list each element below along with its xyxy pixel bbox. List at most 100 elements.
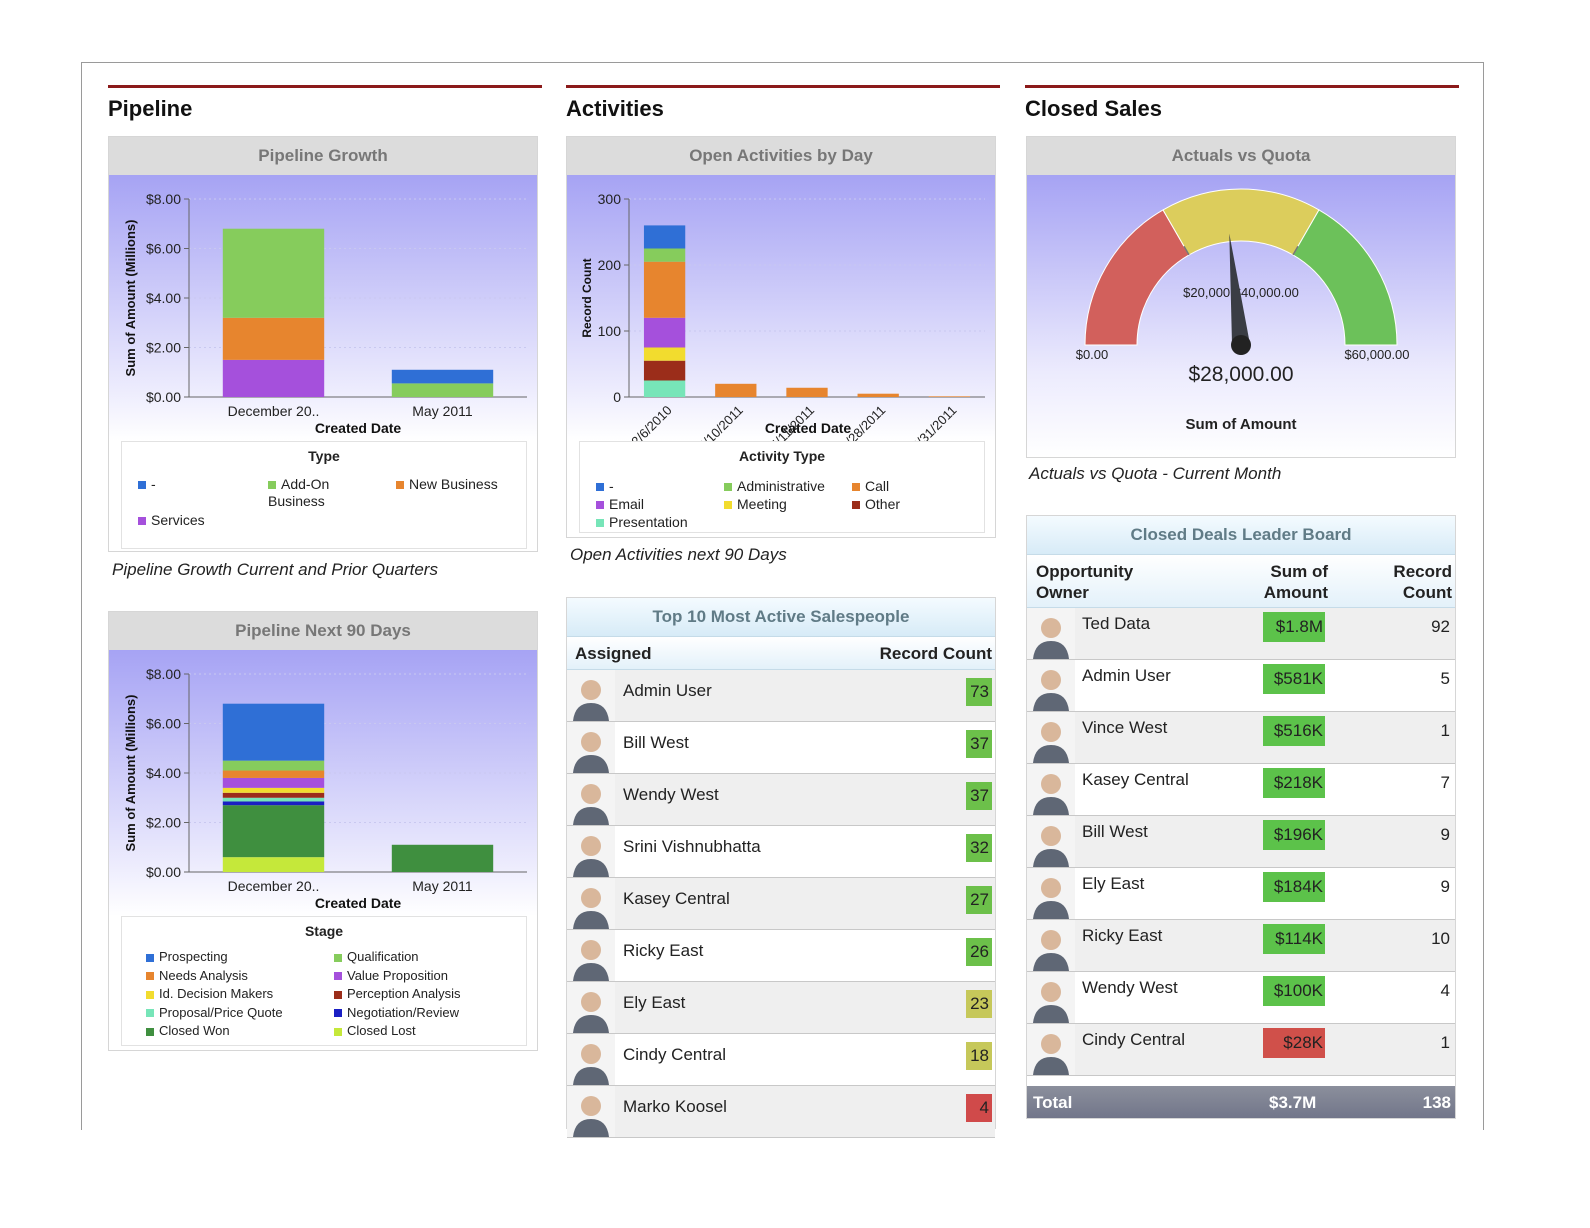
owner-name[interactable]: Kasey Central <box>1082 770 1189 789</box>
table-row[interactable]: Cindy Central $28K 1 <box>1027 1024 1455 1076</box>
table-row[interactable]: Kasey Central 27 <box>567 878 995 930</box>
avatar-head <box>581 784 601 804</box>
table-row[interactable]: Srini Vishnubhatta 32 <box>567 826 995 878</box>
table-row[interactable]: Bill West $196K 9 <box>1027 816 1455 868</box>
pipeline-growth-chart[interactable]: $0.00 $2.00 $4.00 $6.00 $8.00 Sum of Amount (… <box>109 175 539 441</box>
table-row[interactable]: Vince West $516K 1 <box>1027 712 1455 764</box>
owner-name[interactable]: Vince West <box>1082 718 1168 737</box>
legend-item: Proposal/Price Quote <box>146 1005 283 1020</box>
salesperson-name[interactable]: Wendy West <box>623 785 719 804</box>
y-tick-label: $0.00 <box>146 864 181 880</box>
table-row[interactable]: Wendy West $100K 4 <box>1027 972 1455 1024</box>
legend-item: Administrative <box>724 478 825 494</box>
avatar-body <box>573 1015 609 1033</box>
avatar-body <box>573 1119 609 1137</box>
top-salespeople-table[interactable]: Top 10 Most Active Salespeople Assigned … <box>566 597 996 1138</box>
sum-of-amount-cell: $516K <box>1263 716 1325 746</box>
record-count-cell: 4 <box>966 1094 992 1122</box>
sum-of-amount-cell: $1.8M <box>1263 612 1325 642</box>
legend-label: Qualification <box>347 949 419 964</box>
record-count-cell: 9 <box>1440 825 1450 844</box>
table-row[interactable]: Marko Koosel 4 <box>567 1086 995 1138</box>
pipeline-growth-panel[interactable]: Pipeline Growth $0.00 $2.00 $4.00 $6.00 $8.0… <box>108 136 538 552</box>
legend-title: Activity Type <box>738 448 826 464</box>
bar-segment <box>786 387 828 397</box>
closed-deals-leader-board[interactable]: Closed Deals Leader Board Opportunity Own… <box>1026 515 1456 1119</box>
owner-name[interactable]: Admin User <box>1082 666 1171 685</box>
legend-item-dash: - <box>138 476 156 492</box>
pipeline-next-panel[interactable]: Pipeline Next 90 Days $0.00 $2.00 $4.00 $6.… <box>108 611 538 1051</box>
total-label: Total <box>1033 1093 1073 1112</box>
avatar <box>567 1086 615 1137</box>
bar-segment <box>222 359 325 397</box>
legend-swatch <box>334 990 342 999</box>
owner-name[interactable]: Cindy Central <box>1082 1030 1185 1049</box>
salesperson-name[interactable]: Marko Koosel <box>623 1097 727 1116</box>
x-tick-label: December 20.. <box>228 403 320 419</box>
owner-name[interactable]: Ted Data <box>1082 614 1151 633</box>
col-record-count-header[interactable]: Record Count <box>1393 561 1452 603</box>
gauge-value-label: $28,000.00 <box>1188 363 1293 386</box>
legend-item: Qualification <box>334 949 419 964</box>
top-salespeople-header-row: Assigned Record Count <box>567 637 995 670</box>
y-axis-title: Sum of Amount (Millions) <box>123 220 138 377</box>
table-row[interactable]: Ted Data $1.8M 92 <box>1027 608 1455 660</box>
leader-board-header-row: Opportunity Owner Sum of Amount Record Coun… <box>1027 555 1455 608</box>
y-tick-label: 300 <box>598 191 622 207</box>
salesperson-name[interactable]: Bill West <box>623 733 689 752</box>
avatar <box>1027 920 1075 971</box>
salesperson-name[interactable]: Cindy Central <box>623 1045 726 1064</box>
table-row[interactable]: Wendy West 37 <box>567 774 995 826</box>
table-row[interactable]: Kasey Central $218K 7 <box>1027 764 1455 816</box>
owner-name[interactable]: Ricky East <box>1082 926 1163 945</box>
table-row[interactable]: Bill West 37 <box>567 722 995 774</box>
table-row[interactable]: Ricky East $114K 10 <box>1027 920 1455 972</box>
table-row[interactable]: Ely East 23 <box>567 982 995 1034</box>
person-avatar-icon <box>1027 660 1075 711</box>
x-tick-label: May 2011 <box>412 403 473 419</box>
col-sum-of-amount-header[interactable]: Sum of Amount <box>1264 561 1328 603</box>
open-activities-chart[interactable]: 0 100 200 300 Record Count Created Date 12/6/2… <box>567 175 997 441</box>
pipeline-next-legend: Stage Prospecting Qualification Needs Anal… <box>121 916 527 1046</box>
legend-label: Other <box>865 496 901 512</box>
owner-name[interactable]: Bill West <box>1082 822 1148 841</box>
col-opportunity-owner-header[interactable]: Opportunity Owner <box>1036 561 1133 603</box>
actuals-vs-quota-panel[interactable]: Actuals vs Quota $0.00 $60,000.00 $20,000.… <box>1026 136 1456 458</box>
avatar-body <box>1033 901 1069 919</box>
table-row[interactable]: Admin User 73 <box>567 670 995 722</box>
salesperson-name[interactable]: Ely East <box>623 993 686 1012</box>
salesperson-name[interactable]: Kasey Central <box>623 889 730 908</box>
y-tick-label: $6.00 <box>146 716 181 732</box>
owner-name[interactable]: Ely East <box>1082 874 1145 893</box>
avatar-head <box>581 888 601 908</box>
avatar <box>1027 1024 1075 1075</box>
owner-name[interactable]: Wendy West <box>1082 978 1178 997</box>
pipeline-next-chart[interactable]: $0.00 $2.00 $4.00 $6.00 $8.00 Sum of Amount (… <box>109 650 539 916</box>
person-avatar-icon <box>567 774 615 825</box>
salesperson-name[interactable]: Ricky East <box>623 941 704 960</box>
table-row[interactable]: Admin User $581K 5 <box>1027 660 1455 712</box>
avatar-body <box>1033 849 1069 867</box>
col-record-count-header[interactable]: Record Count <box>879 644 992 663</box>
salesperson-name[interactable]: Admin User <box>623 681 712 700</box>
avatar-head <box>1041 930 1061 950</box>
x-tick-label: 12/6/2010 <box>623 403 675 441</box>
avatar <box>1027 712 1075 763</box>
record-count-cell: 10 <box>1431 929 1450 948</box>
actuals-vs-quota-gauge[interactable]: $0.00 $60,000.00 $20,000.$40,000.00 $28,000… <box>1027 175 1457 457</box>
pipeline-heading: Pipeline <box>108 96 193 121</box>
legend-item: Email <box>596 496 644 512</box>
table-row[interactable]: Cindy Central 18 <box>567 1034 995 1086</box>
salesperson-name[interactable]: Srini Vishnubhatta <box>623 837 761 856</box>
record-count-cell: 27 <box>966 886 992 914</box>
header-line: Opportunity <box>1036 562 1134 581</box>
person-avatar-icon <box>1027 1024 1075 1075</box>
legend-swatch <box>334 1027 342 1036</box>
table-row[interactable]: Ricky East 26 <box>567 930 995 982</box>
open-activities-panel[interactable]: Open Activities by Day 0 100 200 300 Record … <box>566 136 996 538</box>
legend-title: Stage <box>304 923 344 939</box>
avatar-head <box>581 1044 601 1064</box>
col-assigned-header[interactable]: Assigned <box>575 644 652 663</box>
legend-label: Proposal/Price Quote <box>159 1004 283 1020</box>
table-row[interactable]: Ely East $184K 9 <box>1027 868 1455 920</box>
